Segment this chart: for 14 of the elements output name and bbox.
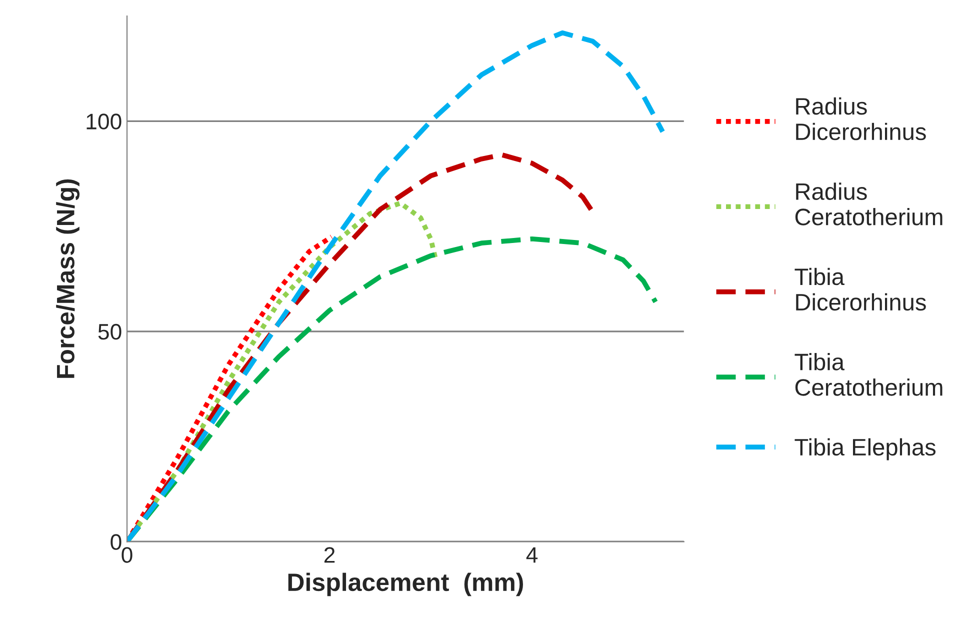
x-tick-label: 4 [526,547,538,563]
legend-label: Radius Dicerorhinus [796,97,926,140]
legend-label: Tibia Elephas [794,438,936,460]
x-axis-title: Displacement (mm) [288,572,523,596]
legend-label: Radius Ceratotherium [795,182,942,226]
x-tick-label: 2 [324,547,335,563]
y-axis-title: Force/Mass (N/g) [56,179,80,378]
legend-label: Tibia Dicerorhinus [794,268,926,311]
legend-label: Tibia Ceratotherium [794,353,942,396]
y-tick-label: 100 [86,114,122,130]
y-tick-label: 0 [110,534,122,550]
line-series [127,30,666,542]
y-tick-label: 50 [98,324,122,340]
x-tick-label: 0 [122,547,132,563]
